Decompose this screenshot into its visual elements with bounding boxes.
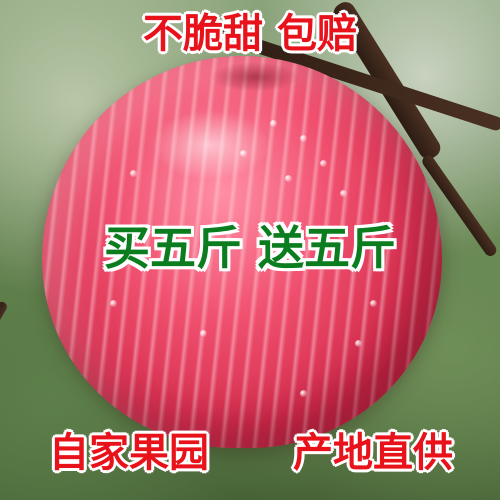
water-drop [240, 150, 247, 157]
apple-stem-cavity [210, 62, 300, 92]
water-drop [355, 340, 362, 347]
top-slogan: 不脆甜 包赔 [143, 11, 357, 57]
water-drop [320, 160, 327, 167]
water-drop [200, 330, 207, 337]
water-drop [300, 390, 307, 397]
promo-text: 买五斤 送五斤 [103, 221, 396, 275]
water-drop [340, 190, 347, 197]
tag-direct-from-origin: 产地直供 [293, 430, 453, 476]
bottom-tags: 自家果园 产地直供 [0, 422, 500, 484]
apple-highlight [150, 110, 270, 180]
water-drop [370, 300, 377, 307]
water-drop [270, 120, 277, 127]
tag-own-orchard: 自家果园 [49, 430, 209, 476]
water-drop [110, 300, 117, 307]
water-drop [300, 135, 307, 142]
water-drop [285, 175, 292, 182]
water-drop [130, 170, 137, 177]
